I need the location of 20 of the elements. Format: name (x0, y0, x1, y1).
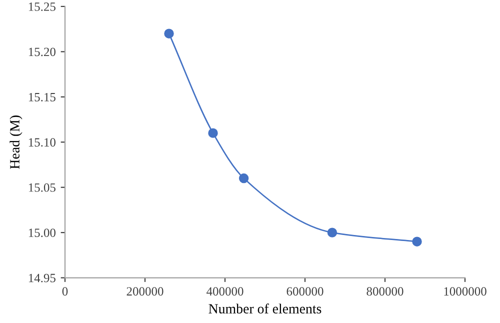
y-tick-label: 15.15 (28, 92, 56, 102)
x-tick-label: 1000000 (444, 287, 486, 296)
y-tick-label: 14.95 (28, 274, 56, 282)
point (238, 173, 249, 184)
x-tick-label: 0 (62, 287, 68, 296)
x-axis-title: Number of elements (208, 304, 322, 314)
point (327, 228, 338, 238)
y-axis-title: Head (M) (10, 116, 22, 169)
y-tick-label: 15.05 (28, 183, 56, 192)
point (164, 28, 174, 38)
x-tick-label: 400000 (206, 287, 244, 296)
y-tick-label: 15.00 (28, 228, 56, 238)
x-tick-label: 800000 (366, 287, 404, 296)
y-tick-label: 15.20 (28, 48, 56, 56)
point (208, 128, 218, 138)
x-tick-label: 200000 (126, 287, 164, 296)
x-tick-label: 600000 (286, 287, 324, 296)
point (412, 236, 422, 246)
y-tick-label: 15.25 (28, 2, 56, 11)
y-tick-label: 15.10 (28, 138, 56, 147)
